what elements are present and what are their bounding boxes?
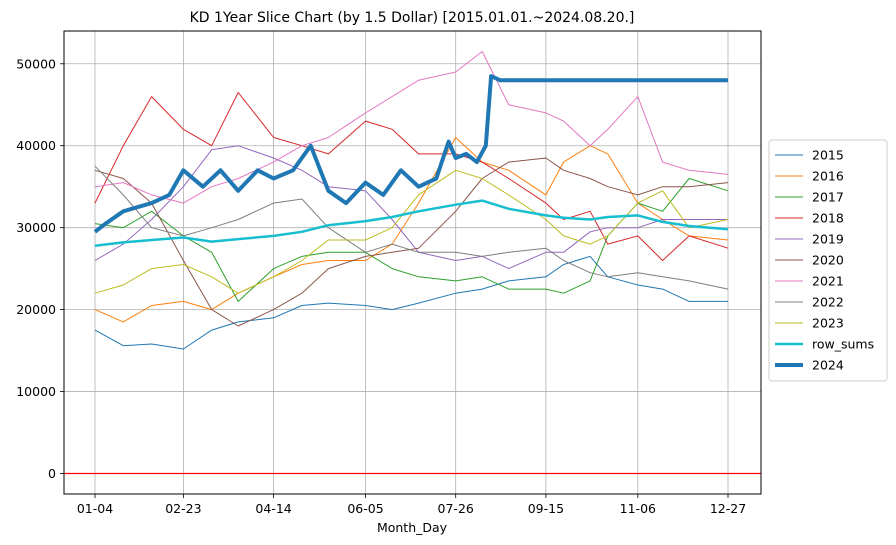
y-tick-label: 20000 [16,302,56,317]
y-tick-label: 0 [48,466,56,481]
legend-label-2020: 2020 [812,253,844,268]
series-lines [93,51,729,350]
series-line-2015 [94,255,728,350]
legend-label-2024: 2024 [812,358,844,373]
y-tick-label: 50000 [16,56,56,71]
y-tick-label: 30000 [16,220,56,235]
x-tick-label: 09-15 [528,501,564,516]
y-axis: 0 10000 20000 30000 40000 50000 [16,56,64,481]
x-tick-label: 06-05 [347,501,383,516]
y-tick-label: 40000 [16,138,56,153]
x-axis-title: Month_Day [377,520,448,535]
x-tick-label: 07-26 [438,501,474,516]
plot-frame [63,30,762,495]
legend-label-2021: 2021 [812,274,844,289]
x-tick-label: 11-06 [620,501,656,516]
y-tick-label: 10000 [16,384,56,399]
legend-label-2017: 2017 [812,190,844,205]
legend: 2015 2016 2017 2018 2019 2020 2021 2022 2023 row_… [768,139,888,382]
series-line-2017 [94,178,729,302]
legend-label-2016: 2016 [812,169,844,184]
series-line-2018 [94,92,729,261]
series-line-2022 [94,165,729,290]
series-line-row_sums [94,199,729,247]
series-line-2024 [93,74,728,234]
legend-frame [768,139,888,382]
legend-label-2023: 2023 [812,316,844,331]
legend-label-2019: 2019 [812,232,844,247]
chart-title: KD 1Year Slice Chart (by 1.5 Dollar) [20… [190,10,635,26]
x-tick-label: 04-14 [255,501,291,516]
legend-label-row_sums: row_sums [812,337,874,352]
legend-label-2022: 2022 [812,295,844,310]
series-line-2016 [94,137,729,323]
series-line-2021 [94,51,729,204]
gridlines [64,31,761,494]
series-line-2023 [94,169,729,294]
series-line-2020 [94,157,729,327]
legend-label-2015: 2015 [812,148,844,163]
x-axis: 01-04 02-23 04-14 06-05 07-26 09-15 11-06 12-27 [77,494,746,516]
x-tick-label: 12-27 [710,501,746,516]
legend-label-2018: 2018 [812,211,844,226]
x-tick-label: 02-23 [165,501,201,516]
x-tick-label: 01-04 [77,501,113,516]
